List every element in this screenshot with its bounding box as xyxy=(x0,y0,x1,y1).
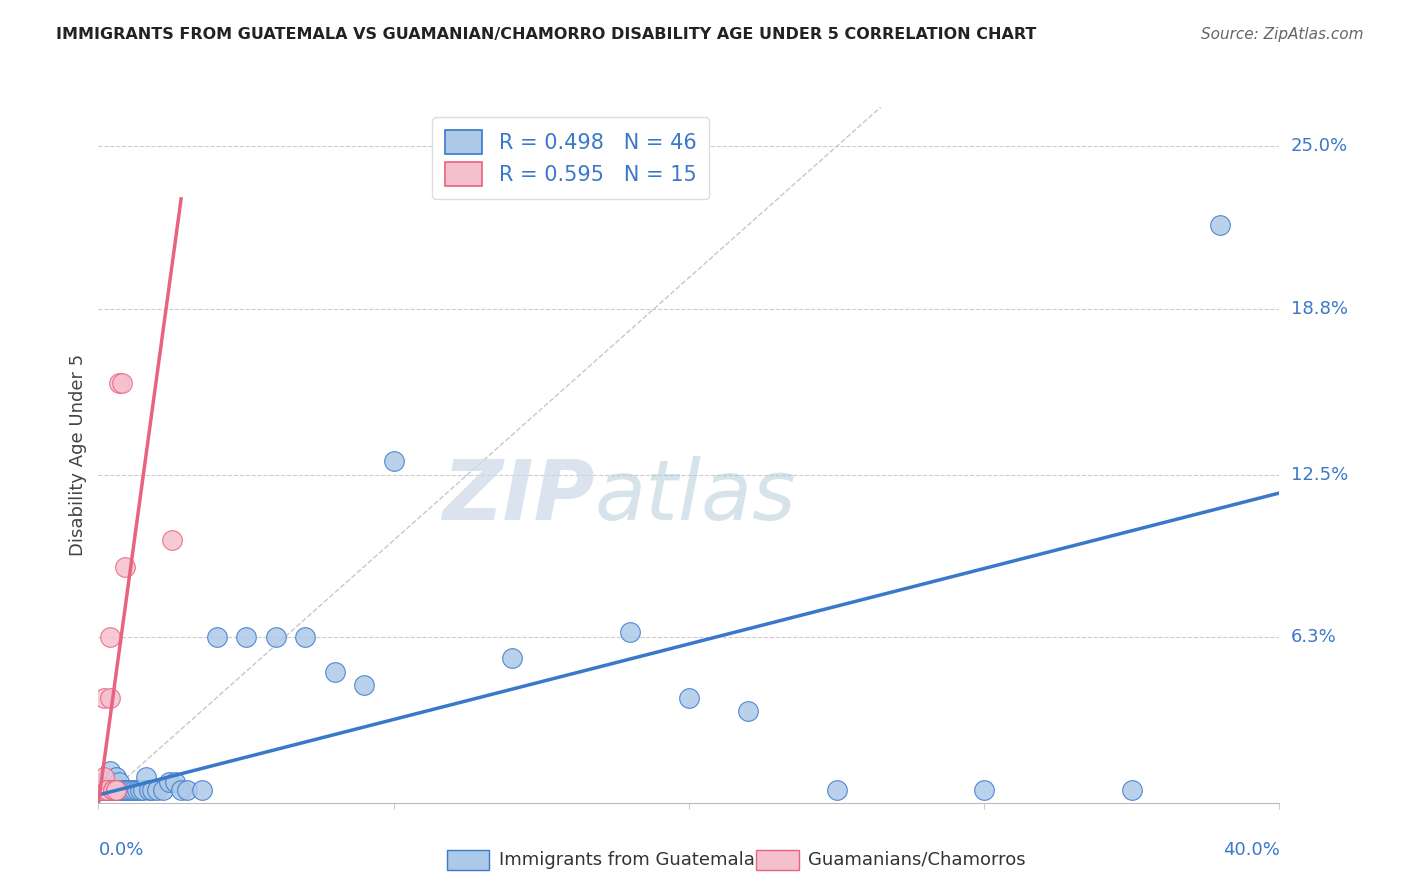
Point xyxy=(678,690,700,705)
Point xyxy=(103,782,125,797)
Point xyxy=(235,631,257,645)
Point xyxy=(98,764,121,779)
Point xyxy=(108,774,131,789)
Text: 25.0%: 25.0% xyxy=(1291,137,1348,155)
Point xyxy=(111,376,134,390)
Point xyxy=(737,704,759,718)
Point xyxy=(93,774,115,789)
Point xyxy=(98,690,121,705)
Point xyxy=(108,376,131,390)
Point xyxy=(191,782,214,797)
Point xyxy=(93,770,115,784)
Point xyxy=(205,631,228,645)
Point xyxy=(98,782,121,797)
Point xyxy=(108,782,131,797)
Point xyxy=(103,782,125,797)
Point xyxy=(135,770,157,784)
Text: 0.0%: 0.0% xyxy=(98,841,143,859)
Point xyxy=(105,782,128,797)
Text: IMMIGRANTS FROM GUATEMALA VS GUAMANIAN/CHAMORRO DISABILITY AGE UNDER 5 CORRELATI: IMMIGRANTS FROM GUATEMALA VS GUAMANIAN/C… xyxy=(56,27,1036,42)
Point xyxy=(825,782,848,797)
Point xyxy=(90,782,112,797)
Point xyxy=(122,782,145,797)
Point xyxy=(96,774,118,789)
Text: 6.3%: 6.3% xyxy=(1291,628,1336,647)
Point xyxy=(353,678,375,692)
Point xyxy=(973,782,995,797)
Point xyxy=(120,782,142,797)
Text: atlas: atlas xyxy=(595,456,796,537)
Point xyxy=(96,782,118,797)
Point xyxy=(128,782,150,797)
Point xyxy=(157,774,180,789)
Point xyxy=(619,625,641,640)
Point xyxy=(105,782,128,797)
Point xyxy=(138,782,160,797)
Text: Source: ZipAtlas.com: Source: ZipAtlas.com xyxy=(1201,27,1364,42)
Point xyxy=(114,559,136,574)
Legend: R = 0.498   N = 46, R = 0.595   N = 15: R = 0.498 N = 46, R = 0.595 N = 15 xyxy=(433,118,709,199)
Point xyxy=(152,782,174,797)
Point xyxy=(93,690,115,705)
Point xyxy=(170,782,193,797)
Point xyxy=(501,651,523,665)
Point xyxy=(111,782,134,797)
Text: 12.5%: 12.5% xyxy=(1291,466,1348,483)
Point xyxy=(162,533,183,548)
Point xyxy=(103,774,125,789)
Point xyxy=(264,631,287,645)
Point xyxy=(96,782,118,797)
Point xyxy=(132,782,155,797)
Point xyxy=(1121,782,1143,797)
Point xyxy=(98,631,121,645)
Point xyxy=(141,782,163,797)
Point xyxy=(105,770,128,784)
Y-axis label: Disability Age Under 5: Disability Age Under 5 xyxy=(69,354,87,556)
Point xyxy=(323,665,346,679)
Point xyxy=(176,782,198,797)
Point xyxy=(93,782,115,797)
Point xyxy=(125,782,148,797)
Text: ZIP: ZIP xyxy=(441,456,595,537)
Point xyxy=(96,782,118,797)
Text: 40.0%: 40.0% xyxy=(1223,841,1279,859)
Point xyxy=(1209,218,1232,232)
Point xyxy=(90,782,112,797)
Point xyxy=(103,782,125,797)
Text: 18.8%: 18.8% xyxy=(1291,301,1347,318)
Point xyxy=(105,782,128,797)
Point xyxy=(382,454,405,468)
Text: Guamanians/Chamorros: Guamanians/Chamorros xyxy=(808,851,1026,869)
Point xyxy=(165,774,187,789)
Point xyxy=(146,782,169,797)
Point xyxy=(114,782,136,797)
Point xyxy=(294,631,316,645)
Text: Immigrants from Guatemala: Immigrants from Guatemala xyxy=(499,851,755,869)
Point xyxy=(117,782,139,797)
